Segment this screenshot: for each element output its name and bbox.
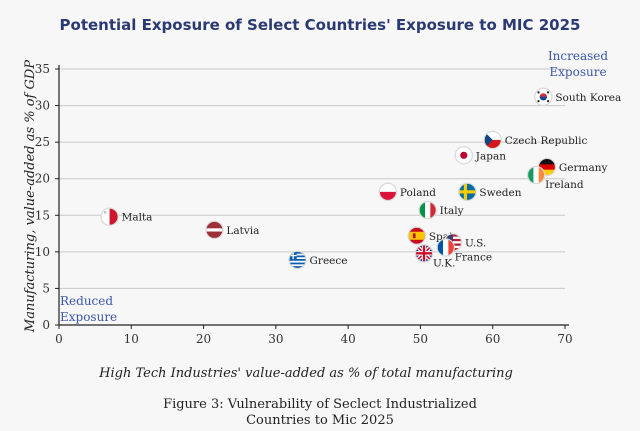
flag-marker-south-korea	[534, 87, 553, 106]
flag-marker-japan	[454, 146, 473, 165]
tick-labels: 0 10 20 30 40 50 60 70 0 5 10 15 20 25 30 35	[35, 62, 573, 346]
point-label-france: France	[455, 251, 492, 263]
grid-lines	[59, 68, 565, 289]
point-label-greece: Greece	[310, 255, 348, 267]
reduced-exposure-label-0: Reduced	[60, 294, 113, 308]
point-label-sweden: Sweden	[479, 187, 521, 199]
axes	[58, 65, 569, 326]
flag-marker-greece	[288, 250, 307, 270]
y-tick-label-6: 30	[35, 99, 50, 113]
x-axis-label: High Tech Industries' value-added as % o…	[98, 366, 513, 381]
x-tick-label-7: 70	[557, 332, 572, 346]
x-tick-label-1: 10	[124, 332, 139, 346]
y-tick-label-1: 5	[42, 281, 50, 295]
x-tick-label-0: 0	[55, 332, 63, 346]
x-tick-label-5: 50	[413, 332, 428, 346]
flag-marker-spain	[407, 226, 427, 245]
increased-exposure-label-0: Increased	[548, 49, 608, 63]
point-label-germany: Germany	[559, 162, 608, 174]
point-label-south-korea: South Korea	[555, 92, 621, 104]
x-tick-label-6: 60	[485, 332, 500, 346]
flag-marker-czech-republic	[483, 130, 502, 150]
point-label-u-k: U.K.	[433, 257, 455, 269]
y-tick-label-0: 0	[42, 318, 50, 332]
flag-marker-ireland	[526, 165, 546, 185]
data-points: South Korea Czech Republic Japan Germany Ire…	[100, 87, 621, 270]
y-tick-label-3: 15	[35, 208, 50, 222]
point-label-latvia: Latvia	[226, 225, 259, 237]
x-tick-label-2: 20	[196, 332, 211, 346]
y-tick-label-2: 10	[35, 245, 50, 259]
point-label-ireland: Ireland	[545, 179, 584, 191]
point-label-poland: Poland	[400, 187, 436, 199]
increased-exposure-label-1: Exposure	[549, 65, 606, 79]
flag-marker-u-k	[414, 244, 434, 263]
flag-marker-france	[436, 238, 455, 257]
point-label-czech-republic: Czech Republic	[505, 135, 588, 147]
corner-annotations: Increased Exposure Reduced Exposure	[60, 49, 608, 324]
flag-marker-italy	[418, 200, 437, 220]
point-label-u-s: U.S.	[465, 237, 486, 249]
flag-marker-sweden	[458, 182, 477, 202]
flag-marker-poland	[378, 182, 398, 202]
x-tick-label-4: 40	[341, 332, 356, 346]
reduced-exposure-label-1: Exposure	[60, 310, 117, 324]
y-tick-label-5: 25	[35, 135, 50, 149]
y-axis-label: Manufacturing, value-added as % of GDP	[23, 60, 38, 333]
flag-marker-latvia	[205, 220, 224, 240]
figure-caption-line2: Countries to Mic 2025	[246, 413, 394, 428]
point-label-italy: Italy	[440, 205, 464, 217]
point-label-malta: Malta	[122, 212, 153, 224]
flag-marker-malta	[100, 207, 119, 226]
y-tick-label-4: 20	[35, 172, 50, 186]
point-label-japan: Japan	[475, 150, 506, 162]
figure-caption-line1: Figure 3: Vulnerability of Seclect Indus…	[163, 397, 477, 412]
x-tick-label-3: 30	[268, 332, 283, 346]
y-tick-label-7: 35	[35, 62, 50, 76]
chart-title: Potential Exposure of Select Countries' …	[60, 16, 581, 34]
